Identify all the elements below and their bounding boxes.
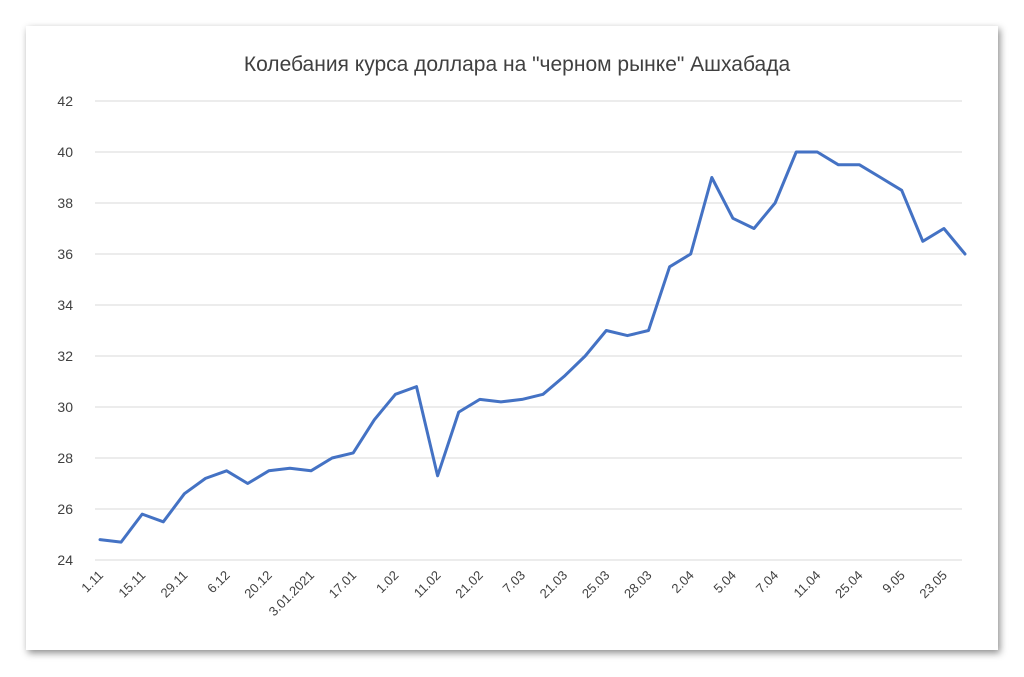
x-axis-ticks: 1.11 15.11 29.11 6.12 20.123.01.2021 17.01 1.0…	[78, 568, 950, 620]
x-tick-label: 23.05	[916, 568, 950, 602]
x-tick-label: 28.03	[621, 568, 655, 602]
x-tick-label: 6.12	[204, 568, 233, 597]
x-tick-label: 11.04	[791, 568, 824, 601]
x-tick-label: 25.04	[832, 568, 866, 602]
x-tick-label: 21.03	[537, 568, 571, 602]
x-tick-label: 11.02	[411, 568, 444, 601]
x-tick-label: 25.03	[579, 568, 613, 602]
y-tick-label: 24	[57, 552, 73, 568]
x-tick-label: 7.04	[753, 568, 782, 597]
y-tick-label: 36	[57, 246, 73, 262]
chart-card: Колебания курса доллара на "черном рынке…	[26, 26, 998, 650]
x-tick-label: 3.01.2021	[266, 568, 318, 620]
y-tick-label: 30	[57, 399, 73, 415]
series-layer	[98, 150, 967, 544]
x-tick-label: 17.01	[326, 568, 360, 602]
x-tick-label: 5.04	[711, 568, 740, 597]
y-tick-label: 26	[57, 501, 73, 517]
y-tick-label: 34	[57, 297, 73, 313]
x-tick-label: 15.11	[115, 568, 148, 601]
x-tick-label: 9.05	[879, 568, 908, 597]
x-tick-label: 1.02	[373, 568, 402, 597]
y-axis-ticks: 24 26 28 30 32 34 36 38 40 42	[57, 93, 73, 568]
y-tick-label: 42	[57, 93, 73, 109]
x-tick-label: 29.11	[158, 568, 191, 601]
gridlines	[95, 100, 962, 561]
x-tick-label: 7.03	[500, 568, 529, 597]
chart-title: Колебания курса доллара на "черном рынке…	[244, 53, 791, 76]
y-tick-label: 38	[57, 195, 73, 211]
series-line	[98, 150, 967, 544]
x-tick-label: 1.11	[78, 568, 106, 596]
x-tick-label: 20.12	[241, 568, 275, 602]
y-tick-label: 32	[57, 348, 73, 364]
x-tick-label: 21.02	[452, 568, 486, 602]
x-tick-label: 2.04	[668, 568, 697, 597]
line-chart: Колебания курса доллара на "черном рынке…	[57, 53, 967, 620]
y-tick-label: 40	[57, 144, 73, 160]
y-tick-label: 28	[57, 450, 73, 466]
